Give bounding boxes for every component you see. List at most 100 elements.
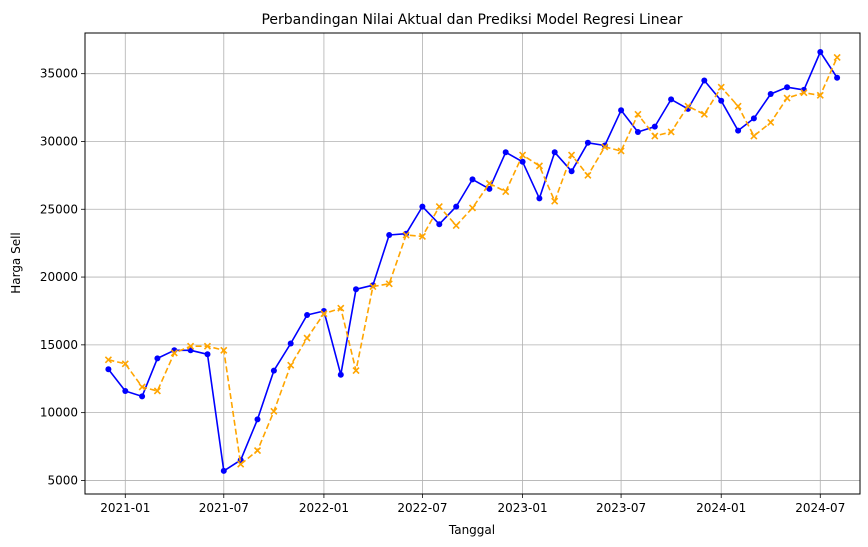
- data-point-actual: [337, 371, 344, 378]
- x-tick-label: 2024-07: [795, 501, 845, 515]
- series-line-predicted: [108, 57, 838, 466]
- x-axis-label: Tanggal: [448, 523, 495, 537]
- data-point-actual: [502, 149, 509, 156]
- x-tick-label: 2023-01: [497, 501, 547, 515]
- data-point-predicted: [584, 171, 592, 179]
- plot-area-frame: [84, 32, 861, 495]
- data-point-predicted: [303, 334, 311, 342]
- data-point-predicted: [502, 188, 510, 196]
- data-point-actual: [718, 97, 725, 104]
- data-point-predicted: [750, 132, 758, 140]
- data-point-predicted: [138, 383, 146, 391]
- data-point-actual: [767, 91, 774, 97]
- data-point-actual: [386, 232, 393, 238]
- data-point-actual: [834, 74, 841, 81]
- data-point-actual: [270, 367, 277, 374]
- series-predicted: [104, 53, 841, 468]
- data-point-actual: [784, 84, 791, 91]
- data-point-predicted: [700, 110, 708, 118]
- data-point-actual: [469, 176, 476, 183]
- data-point-actual: [519, 158, 526, 165]
- x-tick-label: 2022-07: [397, 501, 447, 515]
- data-point-predicted: [767, 118, 775, 127]
- data-point-actual: [750, 115, 757, 122]
- series-layer: [104, 49, 841, 474]
- data-point-actual: [419, 203, 426, 210]
- data-point-actual: [436, 221, 443, 228]
- data-point-predicted: [535, 162, 544, 170]
- data-point-predicted: [783, 94, 791, 102]
- data-point-predicted: [369, 282, 377, 291]
- y-tick-label: 10000: [40, 406, 78, 420]
- data-point-predicted: [352, 367, 360, 375]
- data-point-actual: [584, 139, 591, 146]
- data-point-predicted: [651, 132, 659, 140]
- data-point-actual: [154, 355, 161, 362]
- y-tick-label: 35000: [40, 67, 78, 81]
- data-point-predicted: [253, 447, 262, 455]
- data-point-predicted: [519, 151, 527, 159]
- data-point-predicted: [617, 147, 625, 155]
- x-tick-label: 2022-01: [299, 501, 349, 515]
- data-point-actual: [651, 123, 658, 130]
- y-tick-label: 15000: [40, 338, 78, 352]
- data-point-predicted: [153, 387, 161, 395]
- data-point-predicted: [287, 361, 295, 369]
- data-point-actual: [139, 393, 146, 400]
- data-point-predicted: [187, 342, 195, 350]
- data-point-predicted: [452, 221, 460, 230]
- data-point-actual: [287, 340, 294, 347]
- data-point-predicted: [435, 202, 443, 211]
- data-point-actual: [204, 351, 211, 358]
- data-point-predicted: [717, 83, 725, 91]
- data-point-actual: [122, 388, 129, 394]
- data-point-predicted: [203, 342, 212, 350]
- x-tick-label: 2021-07: [199, 501, 249, 515]
- data-point-actual: [568, 168, 575, 175]
- data-point-predicted: [567, 151, 576, 159]
- y-axis-label: Harga Sell: [9, 232, 23, 294]
- data-point-actual: [220, 467, 227, 474]
- data-point-predicted: [468, 204, 477, 212]
- data-point-actual: [551, 149, 558, 156]
- data-point-predicted: [634, 110, 642, 118]
- chart-title: Perbandingan Nilai Aktual dan Prediksi M…: [261, 12, 682, 28]
- data-point-predicted: [121, 360, 129, 368]
- data-point-actual: [735, 127, 742, 134]
- data-point-actual: [453, 203, 460, 210]
- data-point-predicted: [337, 304, 345, 312]
- y-tick-label: 5000: [47, 473, 78, 487]
- x-tick-label: 2021-01: [100, 501, 150, 515]
- data-point-predicted: [104, 356, 112, 364]
- data-point-actual: [817, 49, 824, 55]
- data-point-predicted: [833, 53, 841, 61]
- data-point-actual: [634, 129, 641, 135]
- data-point-actual: [668, 96, 675, 103]
- data-point-actual: [403, 230, 410, 237]
- data-point-predicted: [800, 89, 808, 97]
- data-point-predicted: [684, 102, 692, 110]
- data-point-predicted: [385, 280, 393, 288]
- x-tick-label: 2023-07: [596, 501, 646, 515]
- data-point-predicted: [270, 407, 278, 415]
- y-tick-label: 30000: [40, 134, 78, 148]
- x-tick-label: 2024-01: [696, 501, 746, 515]
- data-point-actual: [304, 312, 311, 318]
- data-point-predicted: [220, 346, 228, 354]
- data-point-predicted: [485, 179, 493, 188]
- x-axis: 2021-01 2021-07 2022-01 2022-07 2023-01 2023-…: [100, 494, 845, 515]
- data-point-actual: [536, 195, 543, 202]
- data-point-predicted: [320, 310, 328, 318]
- data-point-actual: [254, 416, 261, 423]
- data-point-predicted: [667, 128, 675, 136]
- y-tick-label: 25000: [40, 202, 78, 216]
- data-point-actual: [105, 366, 112, 373]
- data-point-predicted: [816, 91, 824, 99]
- data-point-predicted: [551, 197, 559, 205]
- data-point-actual: [701, 77, 708, 84]
- data-point-actual: [486, 185, 493, 192]
- series-line-actual: [107, 51, 838, 472]
- data-point-predicted: [418, 232, 426, 240]
- data-point-predicted: [237, 460, 245, 468]
